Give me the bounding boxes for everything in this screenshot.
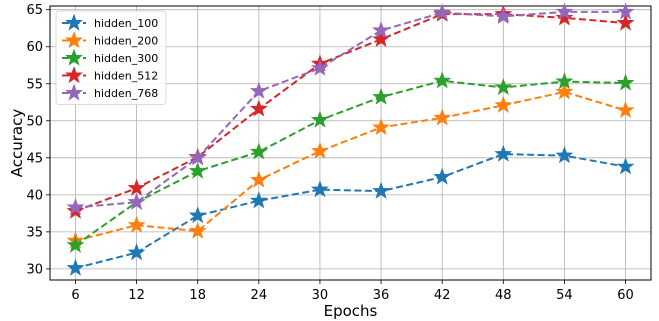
data-point: [311, 141, 329, 159]
series-hidden_768: [66, 2, 635, 216]
y-tick-label: 50: [26, 114, 43, 129]
x-tick-label: 60: [617, 288, 634, 303]
data-point: [433, 167, 452, 185]
legend-label: hidden_512: [94, 70, 158, 83]
data-point: [555, 2, 574, 20]
series-line: [75, 90, 626, 242]
data-point: [249, 191, 268, 209]
data-point: [127, 243, 146, 261]
legend-star-marker: [65, 66, 83, 84]
data-point: [66, 235, 85, 253]
x-tick-label: 36: [373, 288, 390, 303]
legend-item: hidden_512: [62, 66, 158, 84]
data-point: [555, 146, 574, 164]
legend-label: hidden_200: [94, 35, 158, 48]
data-point: [616, 157, 635, 175]
y-tick-label: 55: [26, 77, 43, 92]
series-line: [74, 79, 626, 247]
legend-item: hidden_300: [62, 48, 158, 66]
data-point: [372, 87, 390, 105]
grid-lines: [50, 6, 651, 280]
legend-label: hidden_300: [94, 52, 158, 65]
data-point: [372, 181, 390, 199]
data-point: [555, 8, 574, 26]
legend-item: hidden_200: [62, 31, 158, 49]
data-point: [249, 99, 268, 117]
plot-frame: [49, 5, 652, 281]
data-point: [127, 215, 146, 233]
data-point: [494, 6, 513, 24]
data-point: [249, 81, 268, 99]
legend: hidden_100 hidden_200 hidden_300 hidden_512…: [55, 10, 167, 105]
data-point: [372, 118, 390, 136]
y-axis-label: Accuracy: [8, 109, 26, 178]
legend-box: [55, 10, 167, 105]
data-point: [66, 258, 85, 276]
x-axis: 6 12 18 24 30 36 42 48 54 60: [71, 280, 634, 303]
data-point: [311, 180, 329, 198]
legend-star-marker: [65, 83, 83, 101]
data-point: [127, 178, 146, 196]
x-tick-label: 54: [556, 288, 573, 303]
x-tick-label: 24: [251, 288, 268, 303]
data-point: [433, 71, 452, 89]
x-tick-label: 42: [434, 288, 451, 303]
y-tick-label: 60: [26, 40, 43, 55]
data-point: [372, 29, 390, 47]
series-layer: [66, 2, 635, 276]
data-point: [188, 206, 207, 224]
data-point: [127, 192, 146, 210]
data-point: [616, 2, 635, 20]
data-point: [433, 108, 452, 126]
y-tick-label: 45: [26, 151, 43, 166]
series-hidden_100: [66, 144, 635, 276]
series-line: [75, 153, 626, 270]
y-tick-label: 40: [26, 188, 43, 203]
data-point: [188, 161, 207, 179]
y-tick-label: 35: [26, 225, 43, 240]
data-point: [311, 58, 329, 76]
x-tick-label: 30: [312, 288, 329, 303]
data-point: [433, 3, 452, 21]
legend-star-marker: [65, 13, 83, 31]
y-tick-label: 65: [26, 3, 43, 18]
data-point: [311, 110, 329, 128]
x-tick-label: 6: [71, 288, 79, 303]
x-tick-label: 12: [128, 288, 145, 303]
data-point: [616, 101, 635, 119]
legend-item: hidden_768: [62, 83, 158, 101]
series-hidden_300: [66, 71, 635, 253]
legend-label: hidden_768: [94, 87, 158, 100]
data-point: [494, 144, 513, 162]
data-point: [249, 142, 268, 160]
legend-item: hidden_100: [62, 13, 158, 31]
data-point: [372, 21, 390, 39]
data-point: [494, 95, 513, 113]
data-point: [494, 78, 513, 96]
legend-star-marker: [65, 48, 83, 66]
x-tick-label: 48: [495, 288, 512, 303]
y-tick-label: 30: [26, 262, 43, 277]
data-point: [555, 82, 574, 100]
series-line: [75, 13, 626, 213]
data-point: [555, 72, 574, 90]
data-point: [249, 170, 268, 188]
y-axis: 30 35 40 45 50 55 60 65: [26, 3, 50, 277]
legend-label: hidden_100: [94, 17, 158, 30]
series-line: [75, 10, 626, 209]
data-point: [66, 198, 85, 216]
data-point: [188, 221, 207, 239]
legend-star-marker: [65, 31, 83, 49]
data-point: [188, 148, 207, 166]
data-point: [616, 13, 635, 31]
x-tick-label: 18: [189, 288, 206, 303]
x-axis-label: Epochs: [324, 302, 378, 320]
data-point: [616, 73, 635, 91]
